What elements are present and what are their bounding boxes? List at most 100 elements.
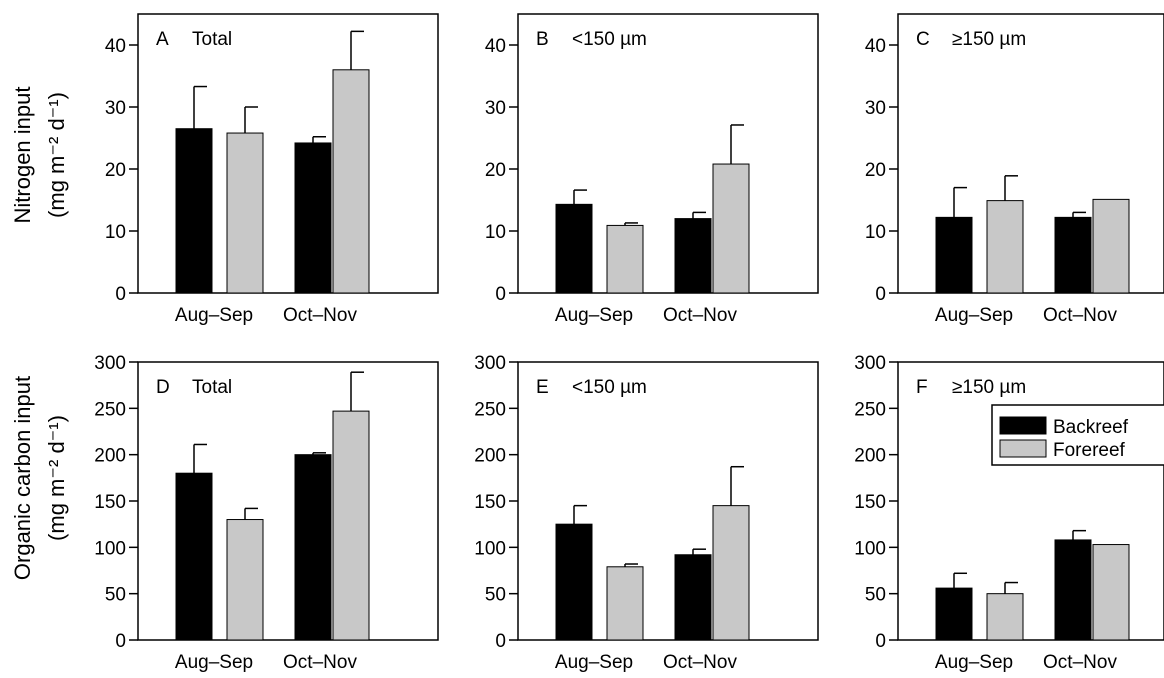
y-tick-label: 40 — [105, 36, 126, 57]
y-tick-label: 40 — [865, 36, 886, 57]
y-tick-label: 200 — [94, 446, 126, 467]
bar-forereef-1 — [332, 69, 370, 294]
y-tick-label: 0 — [875, 631, 886, 652]
y-tick-label: 0 — [115, 631, 126, 652]
y-tick-label: 150 — [854, 492, 886, 513]
legend: Backreef Forereef — [991, 404, 1164, 466]
panel-letter: F — [916, 377, 928, 398]
y-tick-label: 50 — [485, 585, 506, 606]
panel-title: Total — [192, 377, 232, 398]
bar-forereef-1 — [332, 410, 370, 641]
x-category-label: Oct–Nov — [283, 652, 357, 673]
panel-b: 0 10 20 30 40 Aug–Sep Oct–Nov B <150 µm — [485, 13, 819, 326]
x-category-label: Aug–Sep — [175, 652, 253, 673]
y-tick-label: 200 — [854, 446, 886, 467]
panel-title: Total — [192, 29, 232, 50]
x-category-label: Oct–Nov — [1043, 305, 1117, 326]
bar-backreef-0 — [175, 472, 213, 641]
legend-label-backreef: Backreef — [1053, 417, 1129, 438]
panel-a: 0 10 20 30 40 Aug–Sep Oct–Nov A Total — [105, 13, 439, 326]
y-tick-label: 250 — [94, 399, 126, 420]
panel-title: ≥150 µm — [952, 29, 1026, 50]
y-tick-label: 300 — [474, 353, 506, 374]
bar-backreef-0 — [555, 203, 593, 294]
x-category-label: Aug–Sep — [555, 652, 633, 673]
y-tick-label: 10 — [865, 222, 886, 243]
bar-forereef-0 — [226, 132, 264, 294]
legend-swatch-backreef — [999, 416, 1047, 435]
bar-forereef-0 — [606, 224, 644, 294]
panel-e: 0 50 100 150 200 250 300 Aug–Sep Oct–Nov E <150 µm — [474, 353, 819, 673]
bar-forereef-1 — [1092, 544, 1130, 641]
bar-backreef-1 — [1054, 539, 1092, 641]
panel-letter: A — [156, 29, 169, 50]
x-category-label: Aug–Sep — [935, 652, 1013, 673]
y-tick-label: 10 — [485, 222, 506, 243]
y-tick-label: 0 — [115, 284, 126, 305]
y-tick-label: 100 — [474, 538, 506, 559]
y-tick-label: 30 — [865, 98, 886, 119]
panel-c: 0 10 20 30 40 Aug–Sep Oct–Nov C ≥150 µm — [865, 13, 1164, 326]
x-category-label: Oct–Nov — [663, 652, 737, 673]
panel-f: 0 50 100 150 200 250 300 Aug–Sep Oct–Nov F ≥150 µm — [854, 353, 1164, 673]
y-tick-label: 20 — [105, 160, 126, 181]
panel-letter: E — [536, 377, 549, 398]
bar-backreef-1 — [674, 554, 712, 641]
bar-backreef-0 — [555, 523, 593, 641]
y-tick-label: 300 — [94, 353, 126, 374]
y-tick-label: 250 — [854, 399, 886, 420]
y-tick-label: 0 — [875, 284, 886, 305]
y-tick-label: 250 — [474, 399, 506, 420]
y-tick-label: 50 — [865, 585, 886, 606]
panel-letter: C — [916, 29, 930, 50]
panel-title: <150 µm — [572, 377, 647, 398]
y-tick-label: 100 — [854, 538, 886, 559]
panel-letter: D — [156, 377, 170, 398]
bar-backreef-0 — [935, 587, 973, 641]
plot-frame — [897, 13, 1164, 294]
x-category-label: Aug–Sep — [175, 305, 253, 326]
y-tick-label: 40 — [485, 36, 506, 57]
bar-forereef-1 — [712, 505, 750, 641]
y-tick-label: 20 — [485, 160, 506, 181]
bar-backreef-0 — [175, 128, 213, 294]
bar-forereef-1 — [1092, 198, 1130, 294]
y-tick-label: 100 — [94, 538, 126, 559]
bar-forereef-0 — [986, 593, 1024, 641]
y-tick-label: 30 — [105, 98, 126, 119]
y-tick-label: 150 — [474, 492, 506, 513]
bar-backreef-1 — [1054, 216, 1092, 294]
ylabel-nitrogen-line1: Nitrogen input — [10, 87, 35, 224]
bar-backreef-1 — [294, 454, 332, 641]
plot-frame — [517, 13, 819, 294]
y-tick-label: 20 — [865, 160, 886, 181]
x-category-label: Oct–Nov — [663, 305, 737, 326]
x-category-label: Aug–Sep — [935, 305, 1013, 326]
ylabel-nitrogen-line2: (mg m⁻² d⁻¹) — [44, 92, 69, 218]
panel-title: <150 µm — [572, 29, 647, 50]
ylabel-carbon-line2: (mg m⁻² d⁻¹) — [44, 415, 69, 541]
panel-letter: B — [536, 29, 549, 50]
bar-forereef-0 — [606, 566, 644, 641]
bar-forereef-0 — [226, 519, 264, 641]
bar-backreef-0 — [935, 216, 973, 294]
x-category-label: Oct–Nov — [283, 305, 357, 326]
x-category-label: Oct–Nov — [1043, 652, 1117, 673]
y-tick-label: 300 — [854, 353, 886, 374]
ylabel-nitrogen: Nitrogen input (mg m⁻² d⁻¹) — [10, 87, 69, 224]
bar-backreef-1 — [294, 142, 332, 294]
bar-forereef-1 — [712, 163, 750, 294]
plot-frame — [137, 13, 439, 294]
y-tick-label: 50 — [105, 585, 126, 606]
y-tick-label: 0 — [495, 284, 506, 305]
bar-backreef-1 — [674, 218, 712, 294]
ylabel-carbon: Organic carbon input (mg m⁻² d⁻¹) — [10, 376, 69, 580]
y-tick-label: 10 — [105, 222, 126, 243]
panel-d: 0 50 100 150 200 250 300 Aug–Sep Oct–Nov D Total — [94, 353, 439, 673]
panel-title: ≥150 µm — [952, 377, 1026, 398]
x-category-label: Aug–Sep — [555, 305, 633, 326]
bar-forereef-0 — [986, 200, 1024, 294]
y-tick-label: 150 — [94, 492, 126, 513]
y-tick-label: 0 — [495, 631, 506, 652]
